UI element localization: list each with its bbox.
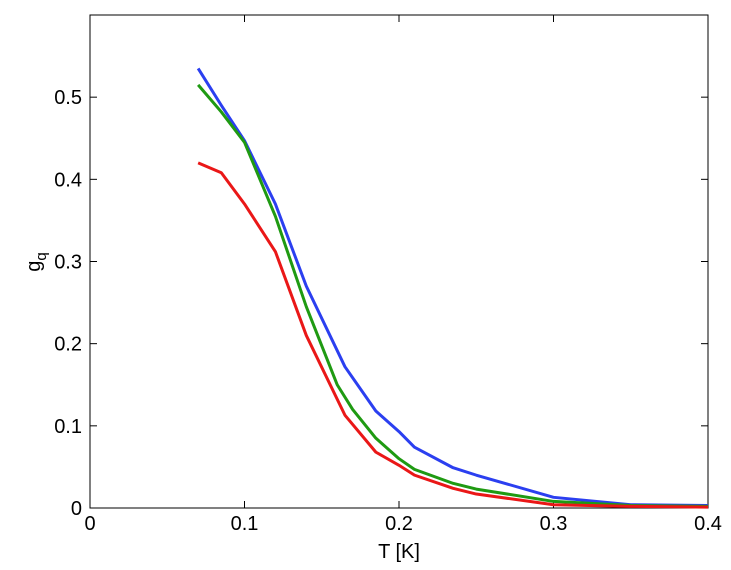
y-tick-label: 0.5 (54, 87, 82, 109)
y-tick-label: 0.2 (54, 334, 82, 356)
x-tick-label: 0.1 (231, 513, 259, 535)
y-axis-label: gq (23, 252, 50, 271)
y-tick-label: 0.3 (54, 252, 82, 274)
x-tick-label: 0.2 (385, 513, 413, 535)
data-line (196, 67, 709, 508)
data-line (197, 83, 709, 508)
y-tick-label: 0.4 (54, 169, 82, 191)
plot-frame (89, 14, 709, 509)
y-axis-label-subscript: q (33, 252, 50, 260)
x-tick-label: 0.3 (540, 513, 568, 535)
data-line (197, 161, 709, 509)
y-axis-label-base: g (23, 261, 45, 272)
x-tick-label: 0 (84, 513, 95, 535)
y-tick-label: 0.1 (54, 416, 82, 438)
x-axis-label: T [K] (378, 541, 420, 563)
y-tick-label: 0 (71, 498, 82, 520)
x-tick-label: 0.4 (694, 513, 722, 535)
